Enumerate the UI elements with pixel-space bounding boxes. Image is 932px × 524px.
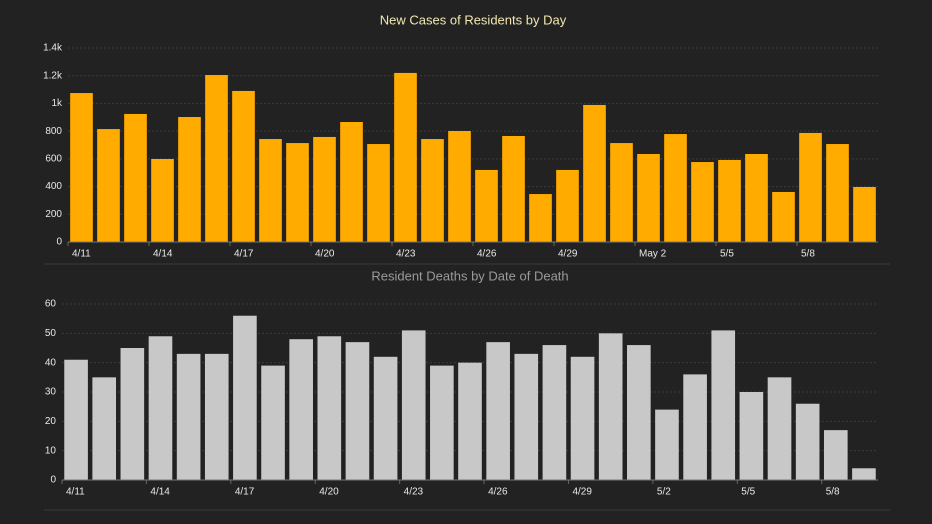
bar (430, 365, 454, 480)
bar (795, 403, 820, 480)
x-tick-label: 4/26 (488, 487, 508, 498)
bar (421, 139, 444, 242)
bar (345, 342, 370, 480)
bar (772, 191, 795, 242)
bar (486, 342, 510, 480)
y-tick-label: 50 (45, 328, 57, 339)
x-tick-label: 4/17 (235, 487, 255, 498)
bar (583, 104, 606, 243)
bar (92, 377, 117, 480)
bar (373, 356, 398, 480)
y-tick-label: 30 (45, 387, 57, 398)
bar (627, 345, 651, 480)
y-tick-label: 1.4k (43, 43, 63, 54)
bar (475, 169, 498, 242)
x-tick-label: 4/23 (396, 249, 416, 260)
x-tick-label: 5/2 (657, 487, 671, 498)
bar (458, 362, 482, 480)
bar (637, 154, 660, 242)
bar (448, 131, 471, 242)
y-tick-label: 400 (45, 181, 62, 192)
bar (394, 72, 417, 242)
chart-title: New Cases of Residents by Day (380, 12, 567, 27)
bar (502, 135, 525, 242)
bar (233, 315, 257, 480)
bar (767, 377, 792, 480)
bar (64, 359, 88, 480)
bar (598, 333, 623, 480)
bar (124, 113, 147, 243)
bar (232, 90, 255, 242)
bar (691, 162, 714, 242)
x-tick-label: 5/8 (801, 249, 815, 260)
y-tick-label: 0 (56, 237, 62, 248)
bar (556, 169, 579, 242)
x-tick-label: 4/29 (572, 487, 592, 498)
y-tick-label: 1k (51, 98, 63, 109)
y-tick-label: 0 (50, 475, 56, 486)
bar (313, 136, 336, 242)
bar (683, 374, 707, 480)
bar (120, 348, 145, 480)
bar (529, 194, 552, 242)
x-tick-label: 4/23 (404, 487, 424, 498)
x-tick-label: 4/11 (66, 487, 85, 498)
bar (204, 353, 229, 480)
x-tick-label: 4/26 (477, 249, 497, 260)
y-tick-label: 200 (45, 209, 62, 220)
x-tick-label: 5/8 (826, 487, 840, 498)
x-tick-label: 4/11 (72, 249, 91, 260)
bar (286, 143, 309, 242)
bar (718, 159, 741, 242)
bar (205, 75, 228, 243)
bar (514, 353, 539, 480)
bar (655, 409, 679, 480)
bar (711, 330, 736, 480)
bar (97, 129, 120, 242)
y-tick-label: 800 (45, 126, 62, 137)
bar (799, 132, 822, 242)
bar (739, 392, 764, 480)
x-tick-label: 4/14 (153, 249, 173, 260)
bar (610, 143, 633, 242)
bar (148, 336, 173, 480)
y-tick-label: 20 (45, 416, 57, 427)
bar (745, 154, 768, 242)
x-tick-label: 4/14 (150, 487, 170, 498)
chart-title: Resident Deaths by Date of Death (371, 268, 568, 283)
bar (823, 430, 848, 480)
bar (70, 93, 93, 243)
bar (852, 468, 876, 480)
y-tick-label: 600 (45, 153, 62, 164)
bar (176, 353, 201, 480)
bar (151, 158, 174, 242)
bar (317, 336, 342, 480)
y-tick-label: 40 (45, 357, 57, 368)
bar (826, 144, 849, 242)
x-tick-label: 4/29 (558, 249, 578, 260)
bar (259, 139, 282, 242)
x-tick-label: 4/20 (319, 487, 339, 498)
x-tick-label: 4/20 (315, 249, 335, 260)
bar (289, 339, 313, 480)
x-tick-label: 5/5 (741, 487, 755, 498)
y-tick-label: 1.2k (43, 70, 63, 81)
bar (261, 365, 285, 480)
x-tick-label: 4/17 (234, 249, 254, 260)
bar (367, 144, 390, 242)
x-tick-label: 5/5 (720, 249, 734, 260)
bar (570, 356, 595, 480)
bar (401, 330, 426, 480)
y-tick-label: 60 (45, 299, 57, 310)
bar (853, 186, 876, 242)
bar (340, 121, 363, 242)
bar (664, 134, 687, 242)
bar (178, 117, 201, 242)
x-tick-label: May 2 (639, 249, 667, 260)
bar (542, 345, 567, 480)
y-tick-label: 10 (45, 445, 57, 456)
